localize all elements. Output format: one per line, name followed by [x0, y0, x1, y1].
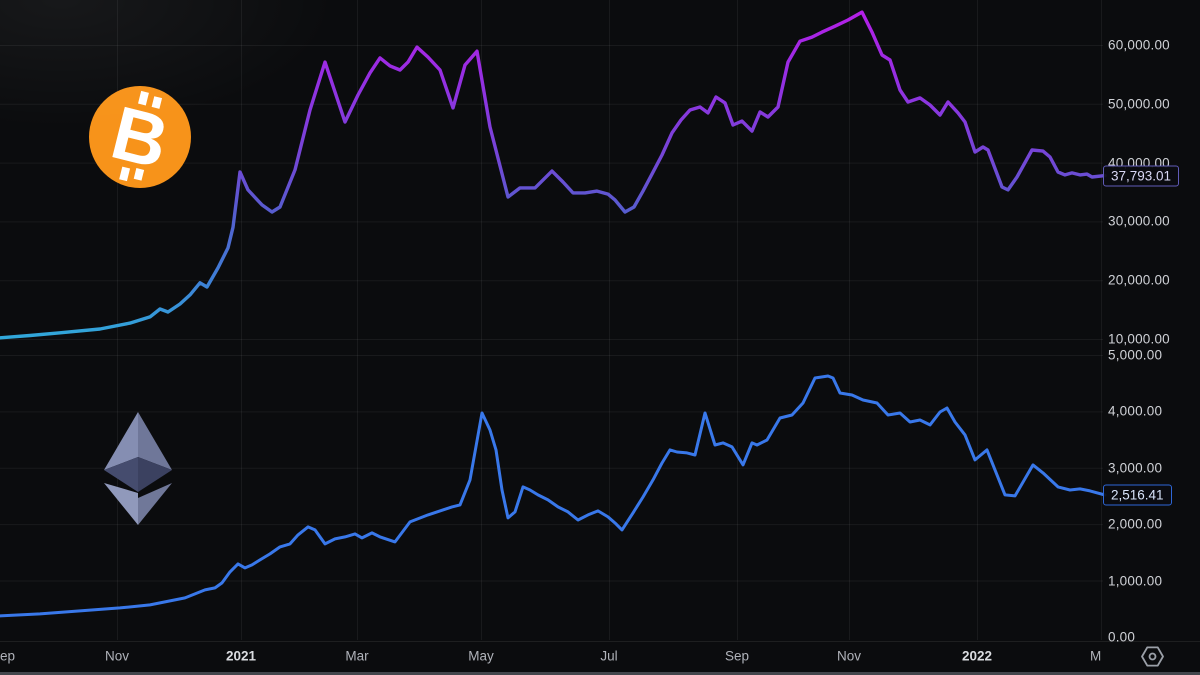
price-tick-label: 0.00: [1108, 629, 1136, 645]
price-tick-label: 50,000.00: [1108, 96, 1170, 112]
price-tick-label: 2,000.00: [1108, 516, 1163, 532]
time-tick-label: ep: [0, 648, 16, 664]
time-tick-label: 2021: [225, 648, 257, 664]
bitcoin-logo-circle: [89, 86, 191, 188]
time-tick-label: 2022: [961, 648, 993, 664]
ethereum-logo: [104, 412, 172, 525]
time-tick-label: Nov: [836, 648, 862, 664]
price-tick-label: 4,000.00: [1108, 403, 1163, 419]
time-tick-label: Jul: [600, 648, 618, 664]
price-tick-label: 30,000.00: [1108, 213, 1170, 229]
eth-price-line: [0, 374, 1107, 618]
price-tick-label: 1,000.00: [1108, 573, 1163, 588]
time-tick-label: Sep: [724, 648, 750, 664]
grid-lines: [0, 0, 1103, 640]
time-tick-label: May: [468, 648, 494, 664]
time-tick-label: Nov: [104, 648, 130, 664]
price-tick-label: 60,000.00: [1108, 37, 1170, 53]
price-tick-label: 3,000.00: [1108, 460, 1163, 476]
time-tick-label: Mar: [345, 648, 369, 664]
btc-last-price-badge: 37,793.01: [1103, 165, 1180, 187]
eth-last-price-badge: 2,516.41: [1103, 484, 1172, 506]
price-tick-label: 5,000.00: [1108, 347, 1163, 363]
window-bottom-edge: [0, 672, 1200, 675]
time-tick-label: M: [1090, 648, 1102, 664]
time-axis[interactable]: [0, 641, 1200, 673]
bitcoin-logo: B: [89, 86, 191, 188]
gear-icon[interactable]: [1138, 643, 1167, 671]
btc-price-line: [0, 10, 1107, 340]
price-tick-label: 20,000.00: [1108, 272, 1170, 288]
price-tick-label: 10,000.00: [1108, 331, 1170, 347]
